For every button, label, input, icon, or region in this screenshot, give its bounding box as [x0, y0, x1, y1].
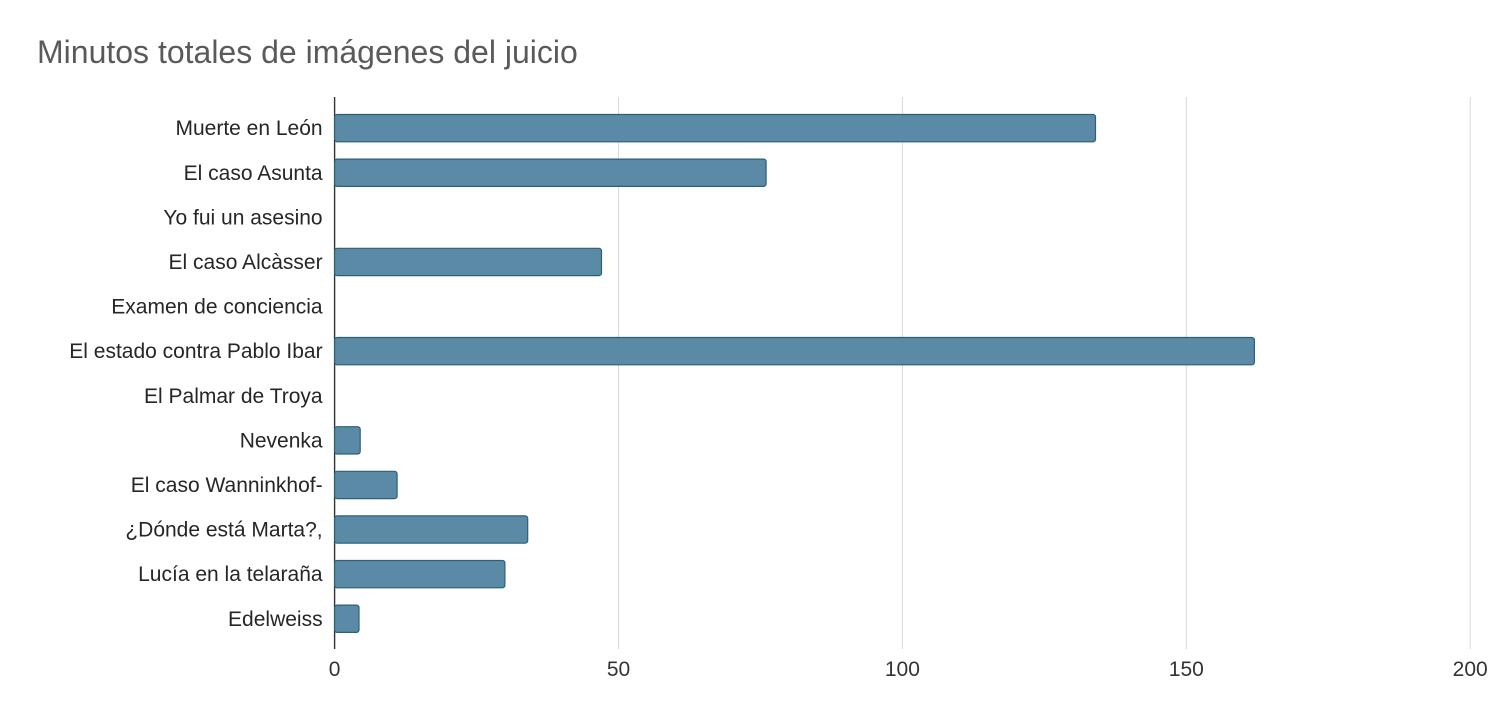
svg-text:100: 100: [885, 658, 920, 681]
svg-text:150: 150: [1169, 658, 1204, 681]
svg-text:¿Dónde está Marta?,: ¿Dónde está Marta?,: [125, 519, 322, 542]
svg-text:200: 200: [1453, 658, 1488, 681]
svg-text:Examen de conciencia: Examen de conciencia: [111, 296, 323, 319]
svg-text:Muerte en León: Muerte en León: [175, 117, 322, 140]
svg-text:El caso Wanninkhof-: El caso Wanninkhof-: [131, 474, 323, 497]
svg-text:50: 50: [607, 658, 630, 681]
svg-text:0: 0: [329, 658, 341, 681]
svg-text:El caso Alcàsser: El caso Alcàsser: [169, 251, 323, 274]
svg-text:El caso Asunta: El caso Asunta: [184, 162, 323, 185]
svg-text:El estado contra Pablo Ibar: El estado contra Pablo Ibar: [69, 340, 322, 363]
svg-text:El Palmar de Troya: El Palmar de Troya: [144, 385, 323, 408]
svg-text:Nevenka: Nevenka: [240, 429, 323, 452]
svg-text:Yo fui un asesino: Yo fui un asesino: [163, 206, 322, 229]
svg-text:Lucía en la telaraña: Lucía en la telaraña: [138, 563, 323, 586]
svg-text:Edelweiss: Edelweiss: [228, 608, 323, 631]
